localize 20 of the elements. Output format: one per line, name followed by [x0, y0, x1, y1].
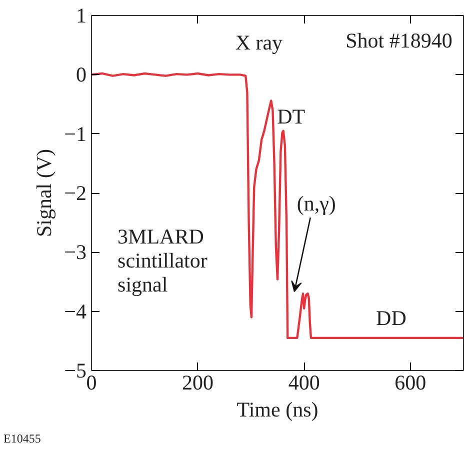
- y-axis-title: Signal (V): [32, 148, 56, 238]
- x-tick-label: 400: [288, 370, 320, 394]
- annotation: DD: [376, 306, 406, 330]
- y-tick-label: −1: [64, 122, 86, 146]
- text: E10455: [4, 432, 41, 446]
- y-tick-label: −4: [64, 299, 87, 324]
- x-axis-title: Time (ns): [236, 398, 318, 422]
- y-tick-label: 0: [76, 62, 86, 87]
- annotation: DT: [277, 104, 306, 129]
- annotation: X ray: [235, 30, 284, 55]
- annotation: (n,γ): [296, 192, 336, 216]
- annotation: 3MLARD scintillator signal: [118, 224, 208, 296]
- annotation: Shot #18940: [346, 28, 452, 52]
- y-tick-label: −5: [64, 358, 86, 382]
- x-tick-label: 600: [394, 370, 426, 394]
- x-tick-label: 200: [182, 370, 214, 394]
- y-tick-label: −3: [64, 240, 86, 264]
- line-series: [92, 72, 464, 340]
- y-tick-label: 1: [76, 4, 86, 28]
- y-tick-label: −2: [64, 181, 86, 205]
